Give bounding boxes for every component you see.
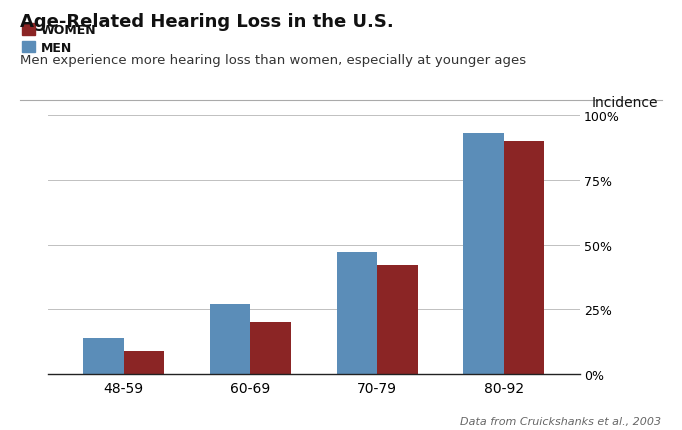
Bar bbox=[83, 338, 123, 374]
Bar bbox=[210, 304, 250, 374]
Text: Age-Related Hearing Loss in the U.S.: Age-Related Hearing Loss in the U.S. bbox=[20, 13, 394, 31]
Text: Men experience more hearing loss than women, especially at younger ages: Men experience more hearing loss than wo… bbox=[20, 54, 527, 67]
Bar bbox=[123, 351, 164, 374]
Legend: WOMEN, MEN: WOMEN, MEN bbox=[22, 25, 96, 55]
Bar bbox=[377, 266, 417, 374]
Bar bbox=[463, 134, 504, 374]
Bar bbox=[504, 142, 544, 374]
Text: Incidence: Incidence bbox=[591, 96, 658, 110]
Text: Data from Cruickshanks et al., 2003: Data from Cruickshanks et al., 2003 bbox=[460, 416, 662, 426]
Bar bbox=[336, 253, 377, 374]
Bar bbox=[250, 322, 291, 374]
